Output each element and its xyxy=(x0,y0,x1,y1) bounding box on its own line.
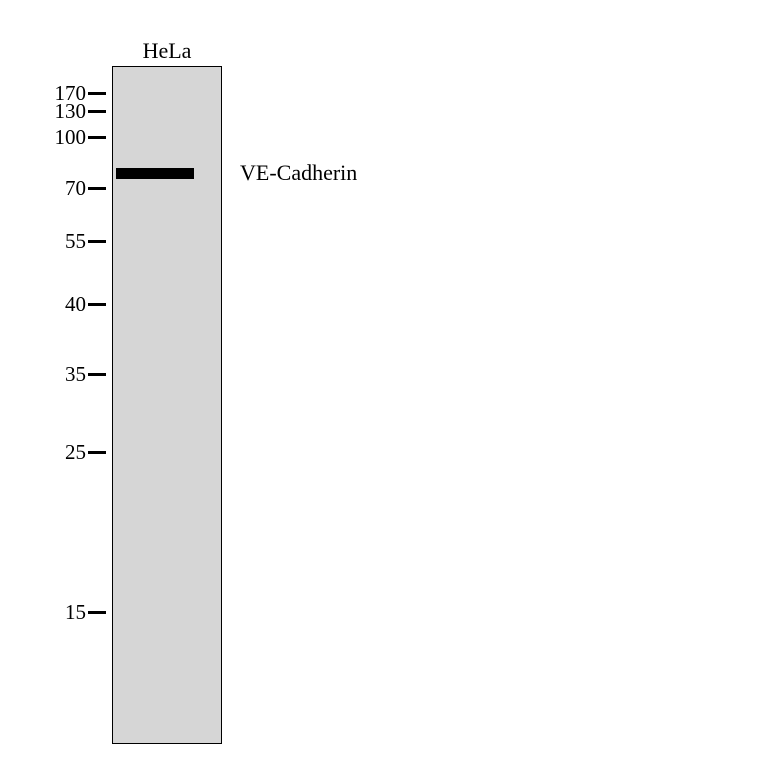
marker-tick xyxy=(88,187,106,190)
marker-tick xyxy=(88,451,106,454)
protein-label: VE-Cadherin xyxy=(240,160,357,186)
marker-label: 15 xyxy=(65,600,86,625)
lane-header: HeLa xyxy=(112,38,222,64)
marker-tick xyxy=(88,611,106,614)
blot-container: HeLa VE-Cadherin 170130100705540352515 xyxy=(0,0,764,764)
marker-tick xyxy=(88,373,106,376)
marker-label: 40 xyxy=(65,292,86,317)
marker-tick xyxy=(88,110,106,113)
marker-label: 25 xyxy=(65,440,86,465)
marker-label: 100 xyxy=(55,125,87,150)
marker-tick xyxy=(88,303,106,306)
protein-band xyxy=(116,168,194,179)
lane-header-text: HeLa xyxy=(143,38,192,63)
marker-tick xyxy=(88,136,106,139)
marker-label: 35 xyxy=(65,362,86,387)
marker-label: 70 xyxy=(65,176,86,201)
marker-label: 55 xyxy=(65,229,86,254)
protein-label-text: VE-Cadherin xyxy=(240,160,357,185)
marker-tick xyxy=(88,240,106,243)
marker-label: 130 xyxy=(55,99,87,124)
marker-tick xyxy=(88,92,106,95)
